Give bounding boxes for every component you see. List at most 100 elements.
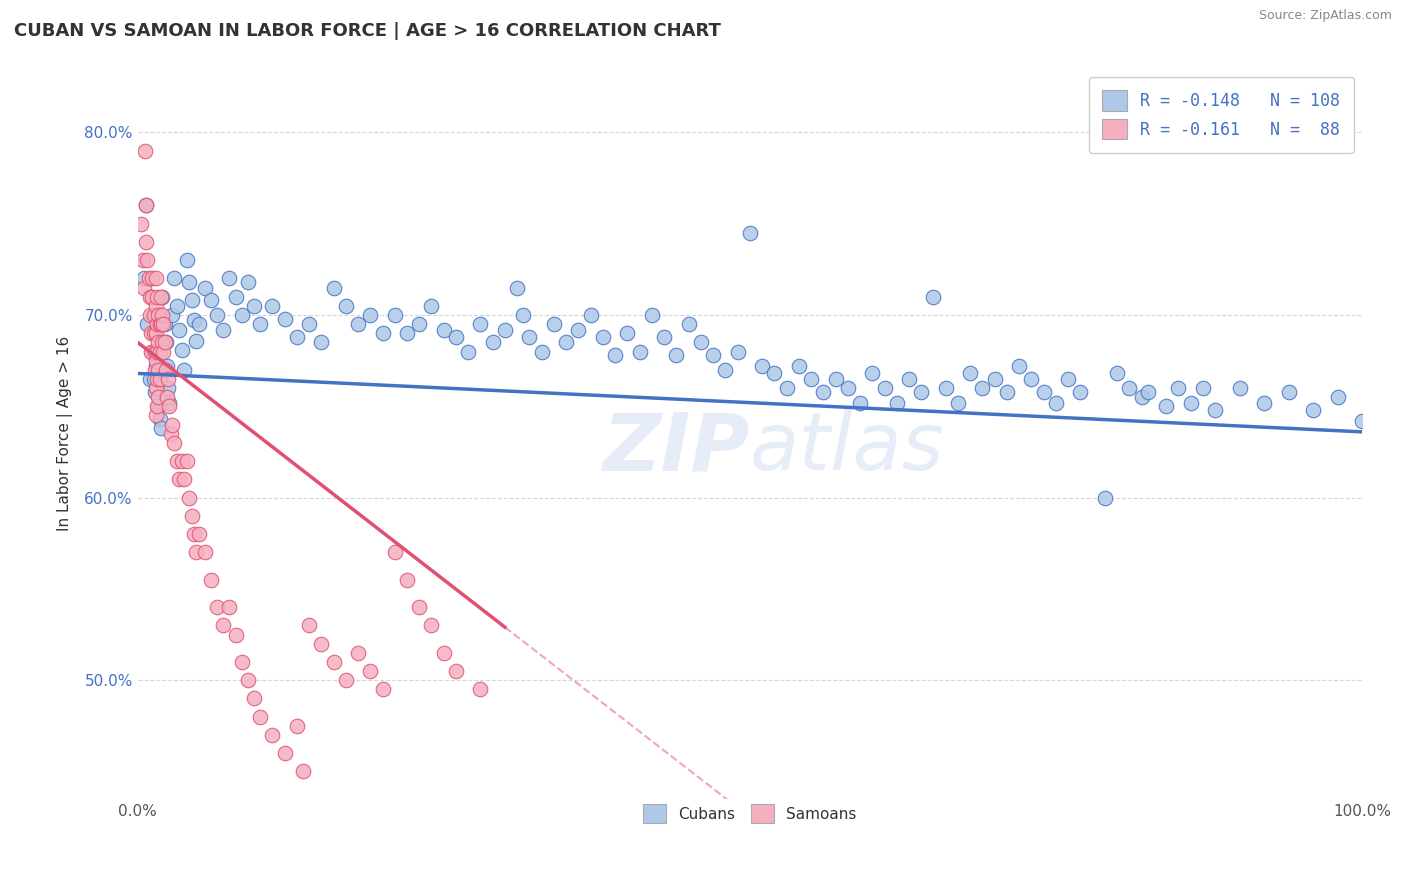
Point bbox=[898, 372, 921, 386]
Point bbox=[141, 290, 163, 304]
Point bbox=[170, 343, 193, 357]
Point bbox=[1277, 384, 1299, 399]
Point bbox=[243, 299, 266, 313]
Point bbox=[433, 323, 456, 337]
Point bbox=[149, 290, 172, 304]
Point bbox=[148, 335, 170, 350]
Point bbox=[359, 664, 381, 678]
Point bbox=[1021, 372, 1043, 386]
Point bbox=[249, 317, 271, 331]
Point bbox=[139, 308, 162, 322]
Point bbox=[335, 673, 357, 688]
Point bbox=[481, 335, 503, 350]
Point bbox=[311, 637, 333, 651]
Point bbox=[200, 293, 222, 308]
Point bbox=[408, 317, 430, 331]
Point bbox=[530, 344, 553, 359]
Point bbox=[149, 412, 172, 426]
Point bbox=[139, 372, 162, 386]
Point bbox=[1094, 491, 1116, 505]
Point bbox=[146, 290, 169, 304]
Point bbox=[148, 399, 170, 413]
Point bbox=[285, 330, 308, 344]
Point bbox=[1253, 395, 1275, 409]
Point bbox=[146, 381, 169, 395]
Point bbox=[173, 363, 195, 377]
Point bbox=[1118, 381, 1140, 395]
Point bbox=[135, 198, 157, 212]
Point bbox=[176, 253, 198, 268]
Point bbox=[177, 491, 200, 505]
Point bbox=[628, 344, 651, 359]
Point bbox=[763, 367, 786, 381]
Point bbox=[457, 344, 479, 359]
Point bbox=[150, 308, 173, 322]
Point bbox=[420, 618, 443, 632]
Point bbox=[1302, 403, 1324, 417]
Point bbox=[225, 290, 247, 304]
Point bbox=[139, 290, 162, 304]
Point bbox=[395, 573, 418, 587]
Y-axis label: In Labor Force | Age > 16: In Labor Force | Age > 16 bbox=[58, 336, 73, 532]
Point bbox=[148, 363, 170, 377]
Point bbox=[132, 271, 155, 285]
Point bbox=[135, 235, 157, 249]
Point bbox=[243, 691, 266, 706]
Point bbox=[751, 359, 773, 373]
Point bbox=[1204, 403, 1226, 417]
Point bbox=[141, 344, 163, 359]
Point bbox=[159, 426, 181, 441]
Point bbox=[160, 308, 183, 322]
Point bbox=[149, 317, 172, 331]
Point bbox=[207, 600, 229, 615]
Point bbox=[1167, 381, 1189, 395]
Point bbox=[145, 271, 167, 285]
Point bbox=[824, 372, 846, 386]
Point bbox=[131, 253, 153, 268]
Point bbox=[322, 280, 344, 294]
Point bbox=[860, 367, 883, 381]
Point bbox=[156, 359, 179, 373]
Point bbox=[218, 600, 240, 615]
Point bbox=[143, 384, 166, 399]
Text: ZIP: ZIP bbox=[602, 409, 749, 487]
Point bbox=[145, 353, 167, 368]
Point bbox=[132, 280, 155, 294]
Point bbox=[145, 381, 167, 395]
Point bbox=[1229, 381, 1251, 395]
Point bbox=[579, 308, 602, 322]
Point bbox=[146, 399, 169, 413]
Point bbox=[187, 527, 209, 541]
Point bbox=[146, 372, 169, 386]
Point bbox=[727, 344, 749, 359]
Point bbox=[152, 344, 174, 359]
Point bbox=[149, 372, 172, 386]
Point bbox=[678, 317, 700, 331]
Point bbox=[359, 308, 381, 322]
Point bbox=[444, 330, 467, 344]
Point bbox=[143, 344, 166, 359]
Point bbox=[218, 271, 240, 285]
Point bbox=[959, 367, 981, 381]
Point bbox=[420, 299, 443, 313]
Point bbox=[273, 746, 295, 760]
Point bbox=[322, 655, 344, 669]
Point bbox=[273, 311, 295, 326]
Point bbox=[146, 344, 169, 359]
Point bbox=[149, 317, 172, 331]
Point bbox=[212, 323, 235, 337]
Point bbox=[142, 326, 165, 341]
Point bbox=[135, 198, 157, 212]
Point bbox=[935, 381, 957, 395]
Point bbox=[163, 435, 186, 450]
Point bbox=[714, 363, 737, 377]
Point bbox=[444, 664, 467, 678]
Point bbox=[170, 454, 193, 468]
Point bbox=[1057, 372, 1080, 386]
Point bbox=[145, 359, 167, 373]
Point bbox=[156, 390, 179, 404]
Point bbox=[159, 395, 181, 409]
Point bbox=[138, 271, 160, 285]
Point bbox=[183, 313, 205, 327]
Point bbox=[157, 372, 180, 386]
